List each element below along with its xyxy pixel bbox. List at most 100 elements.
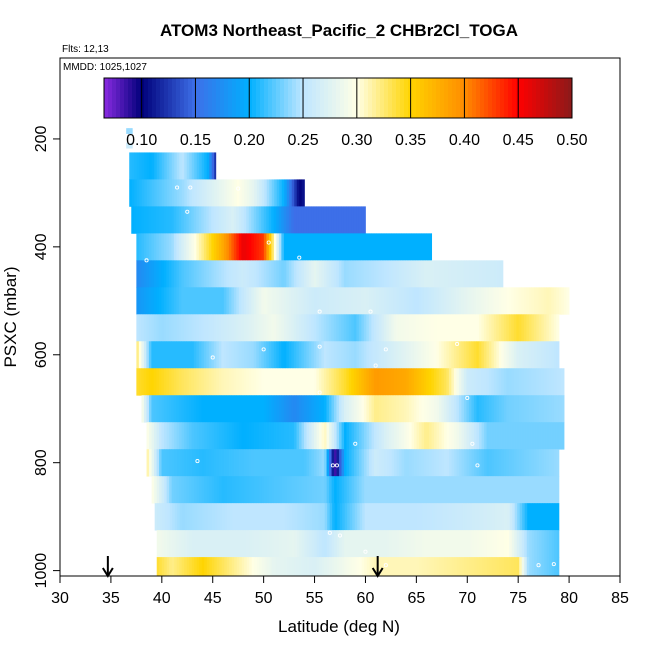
heat-cell: [444, 449, 447, 477]
heat-cell: [191, 260, 195, 288]
heat-cell: [398, 341, 402, 369]
heat-cell: [486, 422, 490, 450]
heat-cell: [229, 557, 233, 576]
heat-cell: [494, 476, 498, 504]
heat-cell: [401, 395, 405, 423]
heat-cell: [269, 557, 273, 576]
heat-cell: [213, 287, 217, 315]
heat-cell: [261, 557, 265, 576]
heat-cell: [501, 395, 505, 423]
heat-cell: [203, 341, 207, 369]
heat-cell: [328, 287, 332, 315]
heat-cell: [471, 476, 475, 504]
heat-cell: [336, 395, 340, 423]
heat-cell: [498, 314, 502, 342]
heat-cell: [479, 476, 483, 504]
heat-cell: [416, 557, 420, 576]
heat-cell: [281, 287, 285, 315]
heat-cell: [243, 368, 247, 396]
heat-cell: [149, 449, 152, 477]
heat-cell: [446, 368, 450, 396]
heat-band: [136, 314, 560, 342]
heat-cell: [219, 503, 223, 531]
heat-cell: [296, 233, 300, 261]
heat-cell: [374, 449, 377, 477]
heat-cell: [343, 206, 347, 234]
heat-cell: [163, 395, 167, 423]
heat-cell: [254, 530, 258, 558]
heat-cell: [304, 179, 305, 207]
heat-cell: [353, 314, 357, 342]
heat-cell: [334, 449, 337, 477]
heat-cell: [568, 287, 570, 315]
heat-cell: [544, 503, 548, 531]
heat-cell: [176, 179, 180, 207]
heat-cell: [241, 368, 245, 396]
heat-cell: [146, 422, 150, 450]
heat-cell: [153, 368, 157, 396]
heat-cell: [341, 287, 345, 315]
heat-cell: [264, 422, 267, 450]
heat-cell: [226, 206, 230, 234]
heat-cell: [523, 368, 527, 396]
heat-cell: [411, 476, 415, 504]
heat-cell: [328, 395, 332, 423]
heat-cell: [254, 179, 258, 207]
heat-cell: [298, 287, 302, 315]
heat-cell: [144, 152, 148, 180]
heat-cell: [229, 449, 232, 477]
heat-cell: [539, 503, 543, 531]
heat-cell: [328, 314, 332, 342]
heat-cell: [223, 314, 227, 342]
heat-cell: [406, 476, 410, 504]
heat-cell: [321, 341, 325, 369]
heat-cell: [451, 422, 455, 450]
heat-cell: [516, 557, 520, 576]
heat-cell: [299, 422, 302, 450]
heat-cell: [253, 233, 257, 261]
heat-cell: [521, 557, 525, 576]
heat-cell: [316, 233, 320, 261]
heat-cell: [318, 287, 322, 315]
heat-cell: [266, 557, 270, 576]
heat-cell: [226, 314, 230, 342]
heat-cell: [436, 341, 440, 369]
heat-cell: [344, 422, 347, 450]
heat-cell: [394, 503, 398, 531]
heat-cell: [184, 557, 188, 576]
heat-cell: [316, 341, 320, 369]
heat-cell: [256, 449, 260, 477]
heat-cell: [284, 179, 288, 207]
heat-cell: [404, 557, 408, 576]
heat-cell: [186, 557, 190, 576]
heat-cell: [313, 260, 317, 288]
heat-cell: [233, 260, 237, 288]
heat-cell: [193, 287, 197, 315]
heat-cell: [473, 341, 477, 369]
heat-cell: [186, 233, 190, 261]
heat-cell: [161, 260, 165, 288]
heat-cell: [434, 476, 438, 504]
heat-cell: [411, 395, 415, 423]
heat-cell: [419, 422, 422, 450]
heat-cell: [189, 530, 193, 558]
heat-cell: [221, 260, 225, 288]
heat-cell: [496, 287, 500, 315]
heat-cell: [291, 449, 295, 477]
heat-cell: [306, 395, 310, 423]
heat-cell: [271, 260, 275, 288]
heat-cell: [333, 233, 337, 261]
heat-cell: [428, 341, 432, 369]
heat-cell: [476, 422, 480, 450]
heat-cell: [189, 152, 193, 180]
heat-cell: [546, 530, 550, 558]
heat-cell: [531, 395, 535, 423]
heat-cell: [471, 260, 475, 288]
heat-cell: [206, 557, 210, 576]
heat-cell: [274, 530, 278, 558]
heat-cell: [478, 395, 482, 423]
x-tick-label: 70: [458, 590, 476, 607]
heat-cell: [541, 395, 545, 423]
heat-cell: [199, 422, 202, 450]
